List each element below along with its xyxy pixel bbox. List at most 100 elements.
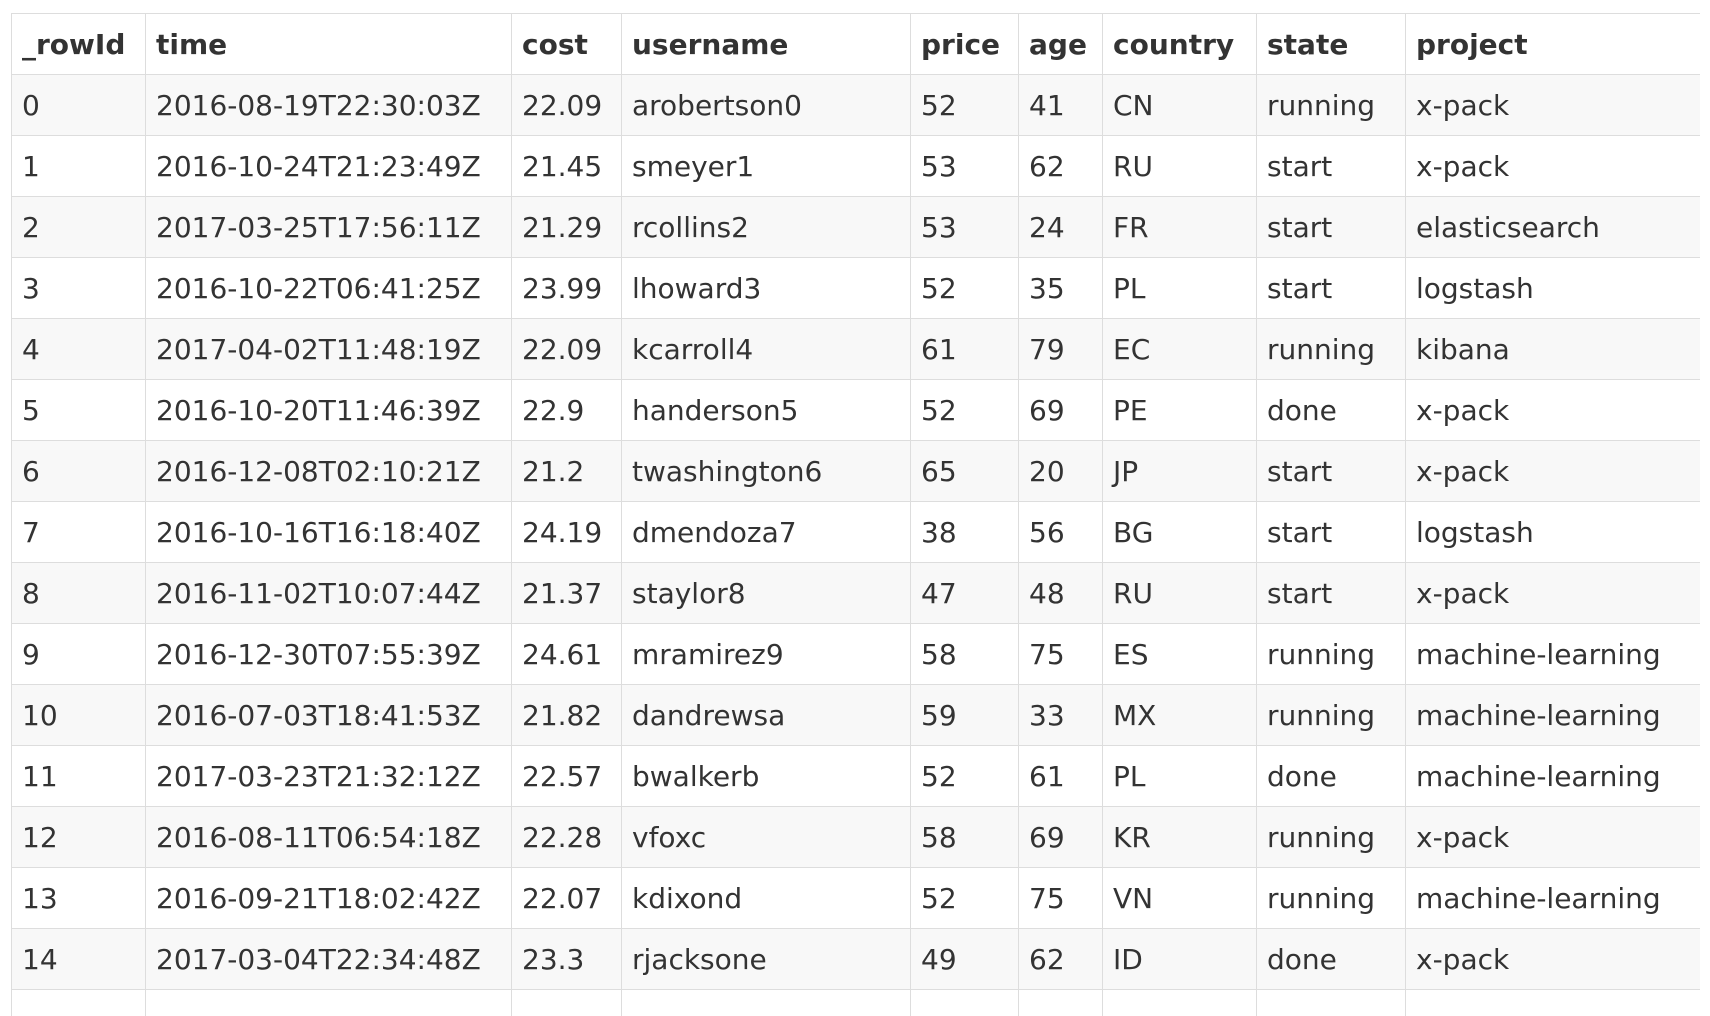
cell-age — [1018, 989, 1103, 1016]
cell-age: 35 — [1018, 257, 1103, 319]
cell-price: 52 — [910, 867, 1019, 929]
cell-country: VN — [1102, 867, 1257, 929]
table-row: 7 2016-10-16T16:18:40Z 24.19 dmendoza7 38 56 B… — [11, 501, 1700, 563]
table-row: 0 2016-08-19T22:30:03Z 22.09 arobertson0 52 4… — [11, 74, 1700, 136]
cell-time: 2016-09-21T18:02:42Z — [145, 867, 512, 929]
cell-age: 33 — [1018, 684, 1103, 746]
cell-price: 59 — [910, 684, 1019, 746]
cell-project: x-pack — [1405, 379, 1700, 441]
cell-state: done — [1256, 745, 1406, 807]
table-row: 5 2016-10-20T11:46:39Z 22.9 handerson5 52 69 P… — [11, 379, 1700, 441]
cell-country: FR — [1102, 196, 1257, 258]
cell-username — [621, 989, 911, 1016]
cell-age: 61 — [1018, 745, 1103, 807]
cell-time: 2016-11-02T10:07:44Z — [145, 562, 512, 624]
cell-project: x-pack — [1405, 135, 1700, 197]
cell-time: 2017-04-02T11:48:19Z — [145, 318, 512, 380]
cell-state: start — [1256, 440, 1406, 502]
table-row: 6 2016-12-08T02:10:21Z 21.2 twashington6 65 2… — [11, 440, 1700, 502]
cell-age: 56 — [1018, 501, 1103, 563]
table-row: 12 2016-08-11T06:54:18Z 22.28 vfoxc 58 69 KR ru… — [11, 806, 1700, 868]
cell-price: 52 — [910, 74, 1019, 136]
cell-state: running — [1256, 623, 1406, 685]
table-row: 1 2016-10-24T21:23:49Z 21.45 smeyer1 53 62 RU s… — [11, 135, 1700, 197]
cell-rowid: 13 — [11, 867, 146, 929]
cell-rowid: 1 — [11, 135, 146, 197]
cell-time: 2016-10-22T06:41:25Z — [145, 257, 512, 319]
cell-username: kcarroll4 — [621, 318, 911, 380]
cell-cost: 22.28 — [511, 806, 622, 868]
cell-state: start — [1256, 196, 1406, 258]
cell-project: machine-learning — [1405, 745, 1700, 807]
cell-state: running — [1256, 318, 1406, 380]
cell-time: 2016-08-11T06:54:18Z — [145, 806, 512, 868]
cell-country: PL — [1102, 257, 1257, 319]
cell-state: running — [1256, 74, 1406, 136]
cell-project: x-pack — [1405, 806, 1700, 868]
cell-time: 2016-12-08T02:10:21Z — [145, 440, 512, 502]
cell-country: MX — [1102, 684, 1257, 746]
cell-username: rcollins2 — [621, 196, 911, 258]
cell-price: 53 — [910, 135, 1019, 197]
cell-price: 53 — [910, 196, 1019, 258]
cell-username: staylor8 — [621, 562, 911, 624]
cell-country: ID — [1102, 928, 1257, 990]
cell-price: 58 — [910, 623, 1019, 685]
cell-rowid: 8 — [11, 562, 146, 624]
cell-rowid: 5 — [11, 379, 146, 441]
cell-project: machine-learning — [1405, 623, 1700, 685]
cell-project — [1405, 989, 1700, 1016]
cell-age: 62 — [1018, 135, 1103, 197]
cell-project: logstash — [1405, 257, 1700, 319]
cell-price: 65 — [910, 440, 1019, 502]
cell-price: 61 — [910, 318, 1019, 380]
cell-username: twashington6 — [621, 440, 911, 502]
cell-username: rjacksone — [621, 928, 911, 990]
cell-time: 2017-03-25T17:56:11Z — [145, 196, 512, 258]
header-row: _rowId time cost username price age country sta… — [11, 13, 1700, 75]
cell-cost: 23.99 — [511, 257, 622, 319]
cell-state: done — [1256, 928, 1406, 990]
table-row: 8 2016-11-02T10:07:44Z 21.37 staylor8 47 48 RU… — [11, 562, 1700, 624]
cell-username: kdixond — [621, 867, 911, 929]
cell-country: PE — [1102, 379, 1257, 441]
cell-state — [1256, 989, 1406, 1016]
table-row: 4 2017-04-02T11:48:19Z 22.09 kcarroll4 61 79 E… — [11, 318, 1700, 380]
cell-username: smeyer1 — [621, 135, 911, 197]
cell-country: BG — [1102, 501, 1257, 563]
cell-time: 2017-03-23T21:32:12Z — [145, 745, 512, 807]
cell-age: 62 — [1018, 928, 1103, 990]
cell-age: 75 — [1018, 867, 1103, 929]
cell-cost: 22.57 — [511, 745, 622, 807]
cell-country: RU — [1102, 135, 1257, 197]
cell-cost: 22.09 — [511, 318, 622, 380]
cell-country: EC — [1102, 318, 1257, 380]
cell-age: 20 — [1018, 440, 1103, 502]
cell-price — [910, 989, 1019, 1016]
cell-country: KR — [1102, 806, 1257, 868]
cell-time: 2016-10-24T21:23:49Z — [145, 135, 512, 197]
cell-time: 2016-10-20T11:46:39Z — [145, 379, 512, 441]
cell-project: machine-learning — [1405, 684, 1700, 746]
cell-age: 48 — [1018, 562, 1103, 624]
cell-country: JP — [1102, 440, 1257, 502]
cell-cost: 21.82 — [511, 684, 622, 746]
cell-cost: 21.29 — [511, 196, 622, 258]
cell-cost: 22.09 — [511, 74, 622, 136]
cell-project: machine-learning — [1405, 867, 1700, 929]
cell-rowid: 3 — [11, 257, 146, 319]
cell-rowid: 14 — [11, 928, 146, 990]
column-header-time: time — [145, 13, 512, 75]
cell-country: PL — [1102, 745, 1257, 807]
cell-rowid: 6 — [11, 440, 146, 502]
table-header: _rowId time cost username price age country sta… — [11, 13, 1700, 75]
cell-time: 2017-03-04T22:34:48Z — [145, 928, 512, 990]
cell-state: start — [1256, 135, 1406, 197]
cell-cost: 21.37 — [511, 562, 622, 624]
cell-username: dmendoza7 — [621, 501, 911, 563]
cell-cost: 22.9 — [511, 379, 622, 441]
table-row: 3 2016-10-22T06:41:25Z 23.99 lhoward3 52 35 PL… — [11, 257, 1700, 319]
cell-time: 2016-08-19T22:30:03Z — [145, 74, 512, 136]
cell-time: 2016-12-30T07:55:39Z — [145, 623, 512, 685]
cell-project: x-pack — [1405, 928, 1700, 990]
